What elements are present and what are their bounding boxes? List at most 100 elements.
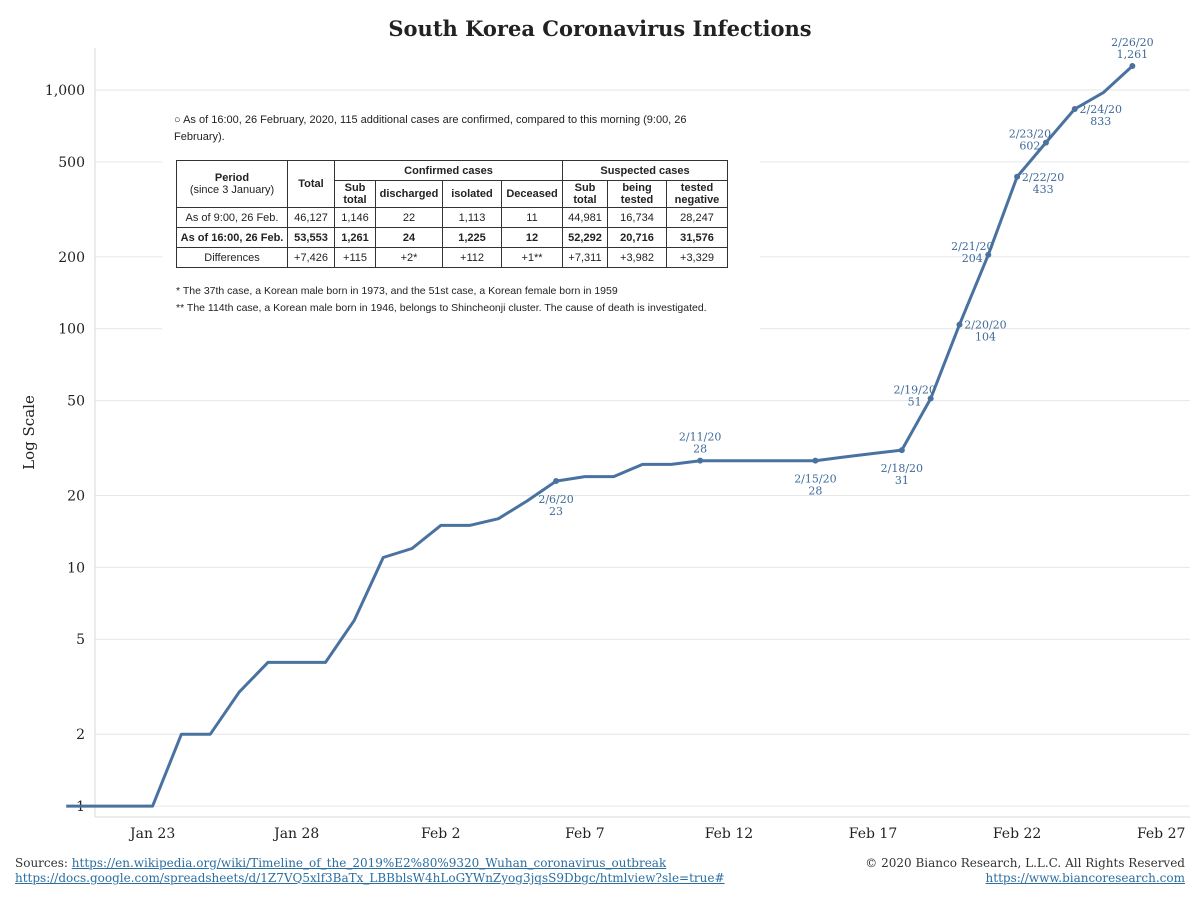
table-cell: +1** [501, 247, 563, 268]
inset-note: * The 37th case, a Korean male born in 1… [176, 285, 618, 297]
data-point-marker [1042, 139, 1049, 146]
table-subheader: discharged [375, 180, 443, 208]
table-cell: +7,426 [287, 247, 335, 268]
source-link-wikipedia[interactable]: https://en.wikipedia.org/wiki/Timeline_o… [71, 856, 667, 870]
table-cell: 24 [375, 227, 443, 248]
footer-copyright: © 2020 Bianco Research, L.L.C. All Right… [865, 856, 1185, 886]
data-label-value: 28 [693, 443, 707, 456]
table-cell: 52,292 [562, 227, 608, 248]
x-tick-label: Jan 28 [272, 826, 319, 842]
x-tick-label: Feb 7 [565, 826, 605, 842]
table-cell: +7,311 [562, 247, 608, 268]
data-label-value: 51 [908, 396, 922, 409]
table-subheader: Sub total [562, 180, 608, 208]
axes: 12 5 10 20 50 100 200 500 1,000 Jan 23 Jan 28 Feb 2… [20, 48, 1190, 842]
data-point-marker [985, 251, 992, 258]
data-label-value: 23 [549, 505, 563, 518]
y-tick-label: 5 [76, 632, 85, 648]
data-label-date: 2/26/20 [1111, 36, 1153, 49]
inset-note: ** The 114th case, a Korean male born in… [176, 302, 707, 314]
inset-notes: * The 37th case, a Korean male born in 1… [176, 283, 736, 317]
data-label-value: 28 [808, 485, 822, 498]
table-cell: 53,553 [287, 227, 335, 248]
y-tick-label: 1,000 [45, 83, 85, 99]
table-subheader: Sub total [334, 180, 376, 208]
y-axis-title: Log Scale [20, 395, 38, 470]
table-cell: 1,146 [334, 207, 376, 228]
data-point-marker [697, 457, 704, 464]
table-cell: +115 [334, 247, 376, 268]
copyright-text: © 2020 Bianco Research, L.L.C. All Right… [865, 856, 1185, 870]
table-cell: 31,576 [666, 227, 728, 248]
table-header-suspected: Suspected cases [562, 160, 728, 181]
x-tick-label: Feb 22 [993, 826, 1041, 842]
data-label-value: 1,261 [1117, 48, 1149, 61]
table-subheader: Deceased [501, 180, 563, 208]
table-cell: 1,225 [442, 227, 502, 248]
data-point-marker [1014, 173, 1021, 180]
table-cell: +112 [442, 247, 502, 268]
data-label-date: 2/6/20 [538, 493, 573, 506]
data-label-value: 31 [895, 474, 909, 487]
data-label-date: 2/21/20 [951, 240, 993, 253]
table-cell: 12 [501, 227, 563, 248]
data-point-marker [1071, 105, 1078, 112]
inset-table: Period (since 3 January) Total Confirmed… [176, 160, 728, 268]
series-line [66, 64, 1134, 808]
table-header-confirmed: Confirmed cases [334, 160, 563, 181]
x-tick-label: Feb 2 [421, 826, 461, 842]
chart-title: South Korea Coronavirus Infections [388, 16, 812, 41]
data-point-marker [956, 321, 963, 328]
sources-label: Sources: [15, 856, 68, 870]
data-label-value: 833 [1090, 115, 1111, 128]
table-cell: 46,127 [287, 207, 335, 228]
point-labels: 2/6/20232/11/20282/15/20282/18/20312/19/… [538, 36, 1153, 518]
table-subheader: tested negative [666, 180, 728, 208]
table-cell: +3,329 [666, 247, 728, 268]
table-cell: Differences [176, 247, 288, 268]
data-label-date: 2/11/20 [679, 431, 721, 444]
x-tick-label: Feb 17 [849, 826, 897, 842]
footer-sources: Sources: https://en.wikipedia.org/wiki/T… [15, 856, 725, 886]
table-cell: 44,981 [562, 207, 608, 228]
data-label-date: 2/15/20 [794, 473, 836, 486]
table-row: Differences +7,426 +115 +2* +112 +1** +7… [176, 247, 728, 268]
y-tick-label: 500 [58, 155, 85, 171]
data-point-marker [1129, 62, 1136, 69]
table-header-period: Period (since 3 January) [176, 160, 288, 208]
y-tick-label: 10 [67, 560, 85, 576]
data-label-date: 2/22/20 [1022, 171, 1064, 184]
y-tick-label: 100 [58, 322, 85, 338]
data-point-marker [812, 457, 819, 464]
table-cell: As of 9:00, 26 Feb. [176, 207, 288, 228]
table-row: As of 16:00, 26 Feb. 53,553 1,261 24 1,2… [176, 227, 728, 248]
data-label-value: 602 [1019, 140, 1040, 153]
x-tick-label: Jan 23 [128, 826, 175, 842]
y-tick-label: 20 [67, 489, 85, 505]
inset-header-text: ○ As of 16:00, 26 February, 2020, 115 ad… [174, 114, 687, 143]
table-subheader: being tested [607, 180, 667, 208]
data-label-date: 2/20/20 [964, 319, 1006, 332]
table-row: As of 9:00, 26 Feb. 46,127 1,146 22 1,11… [176, 207, 728, 228]
data-point-marker [927, 395, 934, 402]
table-cell: 16,734 [607, 207, 667, 228]
data-label-value: 204 [962, 252, 983, 265]
data-label-date: 2/18/20 [881, 462, 923, 475]
table-cell: 22 [375, 207, 443, 228]
data-point-marker [898, 447, 905, 454]
y-tick-label: 50 [67, 394, 85, 410]
inset-table-panel: ○ As of 16:00, 26 February, 2020, 115 ad… [162, 100, 760, 344]
table-cell: 20,716 [607, 227, 667, 248]
website-link[interactable]: https://www.biancoresearch.com [985, 871, 1185, 885]
y-tick-label: 2 [76, 727, 85, 743]
data-label-date: 2/24/20 [1080, 103, 1122, 116]
source-link-spreadsheet[interactable]: https://docs.google.com/spreadsheets/d/1… [15, 871, 725, 885]
table-cell: 1,113 [442, 207, 502, 228]
table-cell: +2* [375, 247, 443, 268]
data-label-value: 104 [975, 331, 996, 344]
data-label-date: 2/23/20 [1009, 128, 1051, 141]
table-cell: 28,247 [666, 207, 728, 228]
table-cell: +3,982 [607, 247, 667, 268]
table-cell: As of 16:00, 26 Feb. [176, 227, 288, 248]
data-label-date: 2/19/20 [893, 384, 935, 397]
